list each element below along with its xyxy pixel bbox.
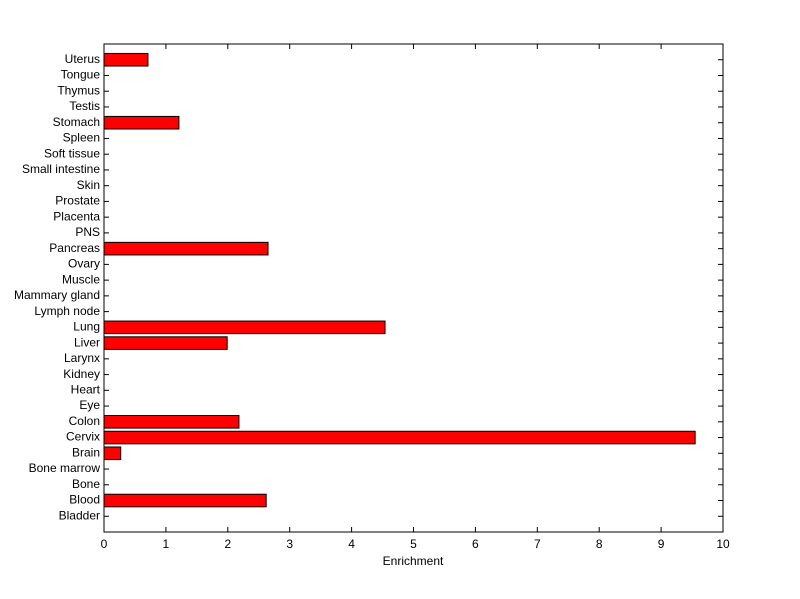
y-tick-label: Cervix <box>66 430 100 444</box>
bar <box>103 241 269 256</box>
x-tick-label: 10 <box>716 537 730 551</box>
x-tick-label: 1 <box>163 537 170 551</box>
bar <box>103 415 240 429</box>
y-tick-label: Bone <box>72 477 100 491</box>
bar <box>103 493 267 508</box>
y-tick-label: Heart <box>71 382 101 396</box>
y-tick-label: Stomach <box>53 115 100 129</box>
y-tick-label: Small intestine <box>22 162 100 176</box>
y-tick-label: Eye <box>79 398 100 412</box>
x-tick-label: 4 <box>348 537 355 551</box>
y-tick-label: Testis <box>69 99 100 113</box>
x-tick-label: 5 <box>410 537 417 551</box>
y-tick-label: Tongue <box>61 68 101 82</box>
plot-frame <box>103 43 724 533</box>
y-tick-label: Colon <box>69 414 100 428</box>
y-tick-label: Prostate <box>55 194 100 208</box>
x-axis-label: Enrichment <box>383 554 444 568</box>
y-tick-label: Kidney <box>63 367 100 381</box>
x-tick-label: 0 <box>101 537 108 551</box>
y-tick-label: Lung <box>73 320 100 334</box>
x-tick-label: 2 <box>224 537 231 551</box>
y-tick-label: Spleen <box>63 131 100 145</box>
y-tick-label: Liver <box>74 335 100 349</box>
y-tick-label: Thymus <box>57 83 100 97</box>
x-tick-label: 7 <box>534 537 541 551</box>
x-tick-label: 9 <box>658 537 665 551</box>
bar <box>103 52 149 67</box>
bar <box>103 446 122 461</box>
y-tick-label: Placenta <box>53 209 100 223</box>
x-tick-label: 6 <box>472 537 479 551</box>
y-tick-label: Brain <box>72 445 100 459</box>
bar <box>103 115 180 130</box>
y-tick-label: PNS <box>75 225 100 239</box>
y-tick-label: Soft tissue <box>44 146 100 160</box>
y-tick-label: Pancreas <box>49 241 100 255</box>
y-tick-label: Bladder <box>59 508 100 522</box>
x-tick-label: 8 <box>596 537 603 551</box>
y-tick-label: Skin <box>77 178 100 192</box>
y-tick-label: Muscle <box>62 272 100 286</box>
y-tick-label: Mammary gland <box>14 288 100 302</box>
bar <box>103 336 228 350</box>
bar <box>103 320 386 335</box>
y-tick-label: Blood <box>69 493 100 507</box>
y-tick-label: Lymph node <box>34 304 100 318</box>
y-tick-label: Ovary <box>68 257 100 271</box>
bar <box>103 430 696 445</box>
y-tick-label: Bone marrow <box>29 461 101 475</box>
x-tick-label: 3 <box>286 537 293 551</box>
y-tick-label: Uterus <box>65 52 100 66</box>
y-tick-label: Larynx <box>64 351 100 365</box>
